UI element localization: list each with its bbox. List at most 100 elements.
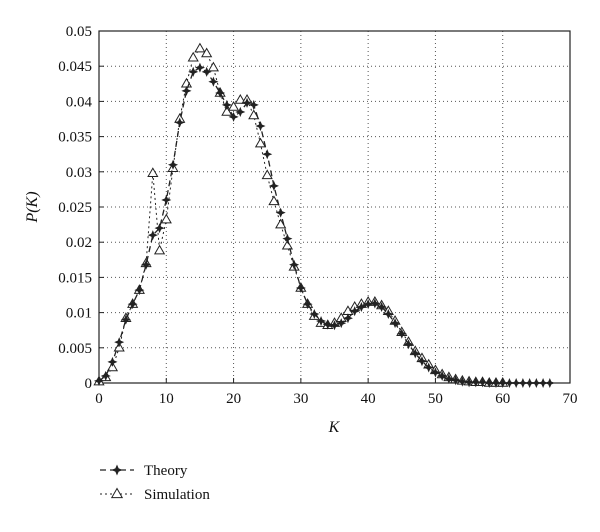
theory-point [322,319,333,330]
simulation-point [194,42,206,53]
theory-point [316,316,327,327]
theory-point [497,377,508,389]
theory-point [544,377,555,389]
theory-point [309,308,320,320]
theory-point [275,207,286,218]
simulation-point [221,105,233,116]
legend-marker-simulation [110,487,124,499]
x-tick-label: 70 [563,391,578,407]
theory-point [538,377,549,389]
legend-item-simulation: Simulation [100,487,210,503]
y-tick-label: 0.005 [58,341,92,357]
theory-point [228,111,239,122]
axis-ticks: 0 10 20 30 40 50 60 70 0 0.005 0.01 0.015 0.02 0.025 0… [58,24,577,407]
theory-point [443,373,454,384]
series-theory [93,62,555,389]
theory-point [262,149,273,160]
theory-point [531,377,542,389]
series-layer [93,42,555,389]
y-tick-label: 0.02 [66,235,92,251]
theory-point [201,66,212,77]
theory-point [450,375,461,386]
simulation-point [147,167,159,177]
theory-point [490,377,502,389]
theory-point [464,377,475,388]
theory-point [383,308,394,320]
theory-point [511,377,522,389]
theory-point [268,180,279,191]
theory-point [416,356,427,367]
theory-point [194,62,205,73]
x-tick-label: 30 [293,391,308,407]
theory-point [127,299,138,310]
grid [99,31,570,383]
x-tick-label: 40 [361,391,376,407]
theory-point [161,194,172,205]
theory-point [167,159,179,170]
simulation-point [201,47,213,58]
y-tick-label: 0 [85,376,93,392]
x-axis-label: K [328,419,341,436]
theory-point [302,299,313,310]
y-tick-label: 0.04 [66,94,93,110]
theory-point [154,223,165,234]
legend-label: Theory [144,463,188,479]
y-tick-label: 0.05 [66,24,92,40]
theory-point [100,370,111,381]
theory-point [349,306,360,317]
theory-point [410,348,421,359]
theory-point [295,282,306,293]
theory-point [147,230,158,241]
theory-point [390,318,401,329]
theory-point [457,376,468,387]
theory-point [376,301,387,312]
theory-point [141,259,152,270]
x-tick-label: 0 [95,391,103,407]
theory-point [403,339,414,350]
simulation-point [248,109,260,120]
theory-point [114,337,125,348]
series-simulation [93,42,509,387]
x-tick-label: 50 [428,391,443,407]
y-tick-label: 0.025 [58,200,92,216]
simulation-point [227,101,240,111]
theory-point [134,285,145,296]
theory-point [437,370,448,381]
simulation-point [281,239,294,250]
simulation-point [254,137,267,148]
theory-point [336,318,347,329]
y-tick-label: 0.035 [58,130,92,146]
theory-point [248,99,259,110]
legend-item-theory: Theory [100,463,188,479]
x-tick-label: 20 [226,391,241,407]
simulation-point [261,169,273,180]
theory-point [255,121,266,132]
theory-point [282,233,293,244]
theory-point [423,362,434,373]
y-tick-label: 0.03 [66,165,92,181]
theory-point [181,85,192,96]
legend-marker-theory [111,464,123,476]
simulation-point [207,61,220,72]
theory-point [430,367,441,378]
theory-point [221,99,232,110]
y-tick-label: 0.015 [58,270,92,286]
theory-point [120,314,131,325]
theory-point [289,259,300,270]
theory-point [369,298,380,309]
x-tick-label: 60 [495,391,510,407]
theory-point [107,356,118,367]
theory-point [524,377,535,389]
y-tick-label: 0.01 [66,306,92,322]
theory-point [504,377,515,389]
y-axis-label: P(K) [24,191,41,223]
theory-point [174,117,185,128]
theory-point [93,375,105,386]
theory-point [188,66,199,77]
theory-point [242,97,253,108]
theory-point [484,377,495,389]
simulation-point [160,213,172,224]
y-tick-label: 0.045 [58,59,92,75]
